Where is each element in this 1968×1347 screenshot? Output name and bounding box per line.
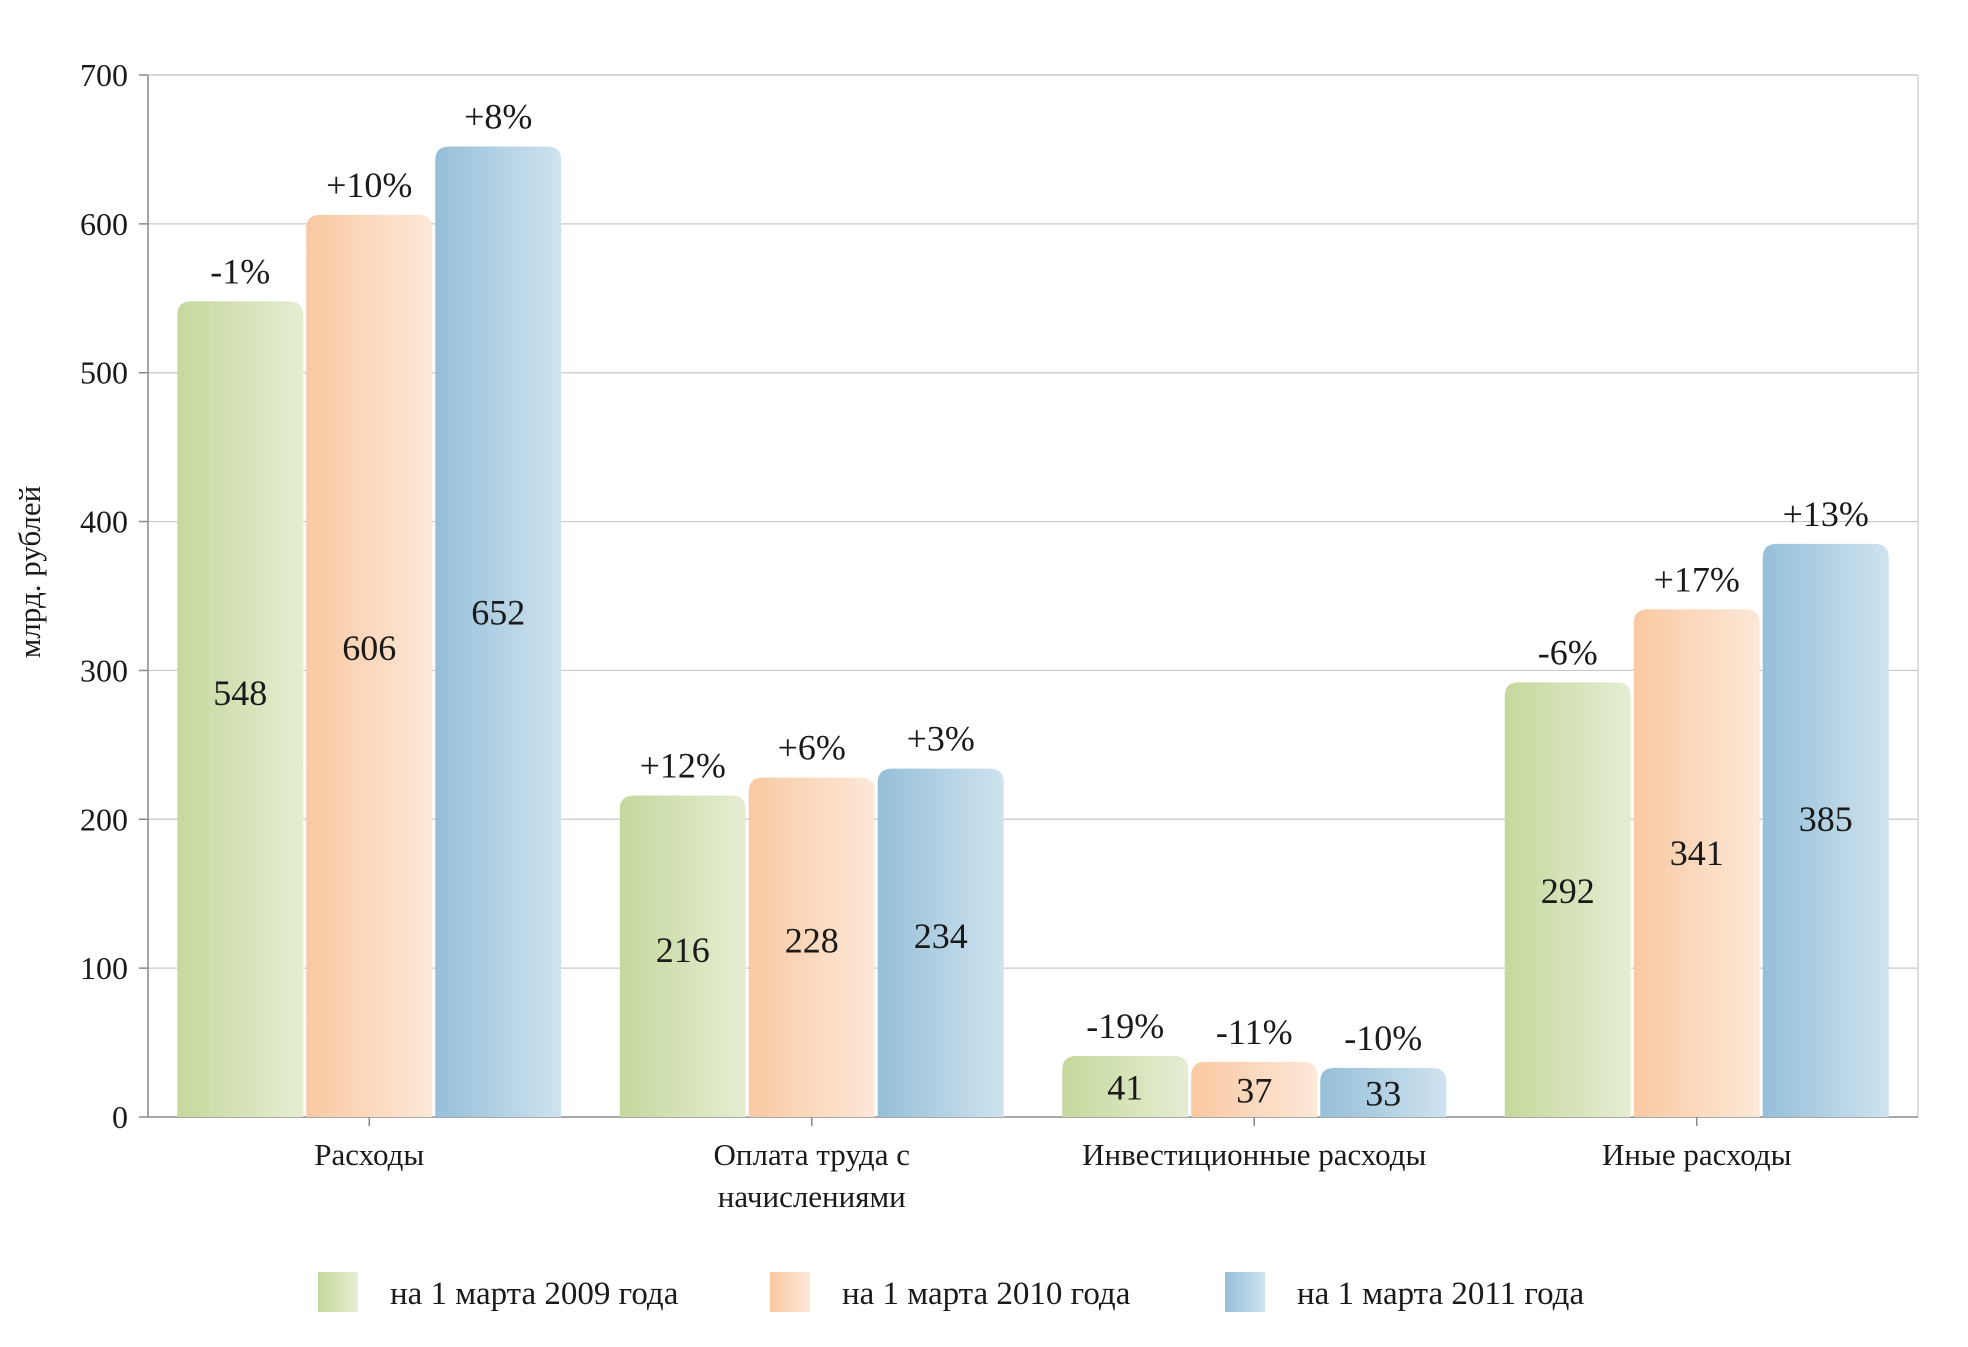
bar-value-label: 37 [1236,1070,1272,1110]
bar-change-label: -1% [210,251,270,291]
y-tick-label: 600 [80,206,128,242]
legend: на 1 марта 2009 года на 1 марта 2010 года… [318,1272,1584,1312]
bar [1633,609,1760,1117]
bar-change-label: -11% [1216,1012,1293,1052]
bar [435,146,562,1118]
bar-value-label: 41 [1107,1067,1143,1107]
bar-value-label: 33 [1365,1073,1401,1113]
y-tick-label: 200 [80,801,128,837]
bar-change-label: +6% [778,728,846,768]
y-tick-label: 100 [80,950,128,986]
bar-value-label: 652 [471,592,525,632]
bar-value-label: 606 [342,628,396,668]
bar-value-label: 234 [914,916,968,956]
bar [1320,1067,1447,1117]
bar-change-label: -6% [1538,632,1598,672]
bar-change-label: -19% [1086,1006,1164,1046]
bar-value-label: 385 [1799,799,1853,839]
bar-value-label: 292 [1541,871,1595,911]
bar [1504,682,1631,1117]
legend-label: на 1 марта 2011 года [1297,1276,1584,1312]
bar-change-label: -10% [1344,1018,1422,1058]
y-tick-label: 400 [80,504,128,540]
bar-value-label: 216 [656,930,710,970]
legend-label: на 1 марта 2009 года [390,1276,679,1312]
y-tick-label: 500 [80,355,128,391]
legend-swatch [770,1272,810,1312]
bar-change-label: +3% [907,719,975,759]
x-category-label: Расходы [314,1137,424,1172]
legend-swatch [318,1272,358,1312]
x-category-label: начислениями [718,1179,906,1214]
x-category-label: Иные расходы [1602,1137,1792,1172]
bar-change-label: +13% [1783,494,1869,534]
bar [177,301,304,1118]
y-tick-label: 300 [80,652,128,688]
bars [177,146,1889,1118]
bar-value-label: 548 [213,673,267,713]
bar-change-label: +12% [640,745,726,785]
bar-change-label: +10% [326,165,412,205]
bar [1062,1055,1189,1117]
y-tick-label: 0 [112,1099,128,1135]
bar [1762,543,1889,1117]
bar [1191,1061,1318,1117]
bar [877,768,1004,1117]
bar-value-label: 341 [1670,833,1724,873]
y-axis-title: млрд. рублей [12,486,47,658]
x-category-label: Инвестиционные расходы [1082,1137,1426,1172]
bar [748,777,875,1117]
y-tick-label: 700 [80,57,128,93]
data-labels: 548 -1% 606 +10% 652 +8% 216 +12% 228 +6% 234 +3% 41… [210,96,1869,1113]
x-category-label: Оплата труда с [714,1137,910,1172]
legend-label: на 1 марта 2010 года [842,1276,1131,1312]
bar-change-label: +17% [1654,559,1740,599]
legend-swatch [1225,1272,1265,1312]
bar-change-label: +8% [464,96,532,136]
bar [306,214,433,1117]
bar [619,795,746,1117]
bar-value-label: 228 [785,921,839,961]
